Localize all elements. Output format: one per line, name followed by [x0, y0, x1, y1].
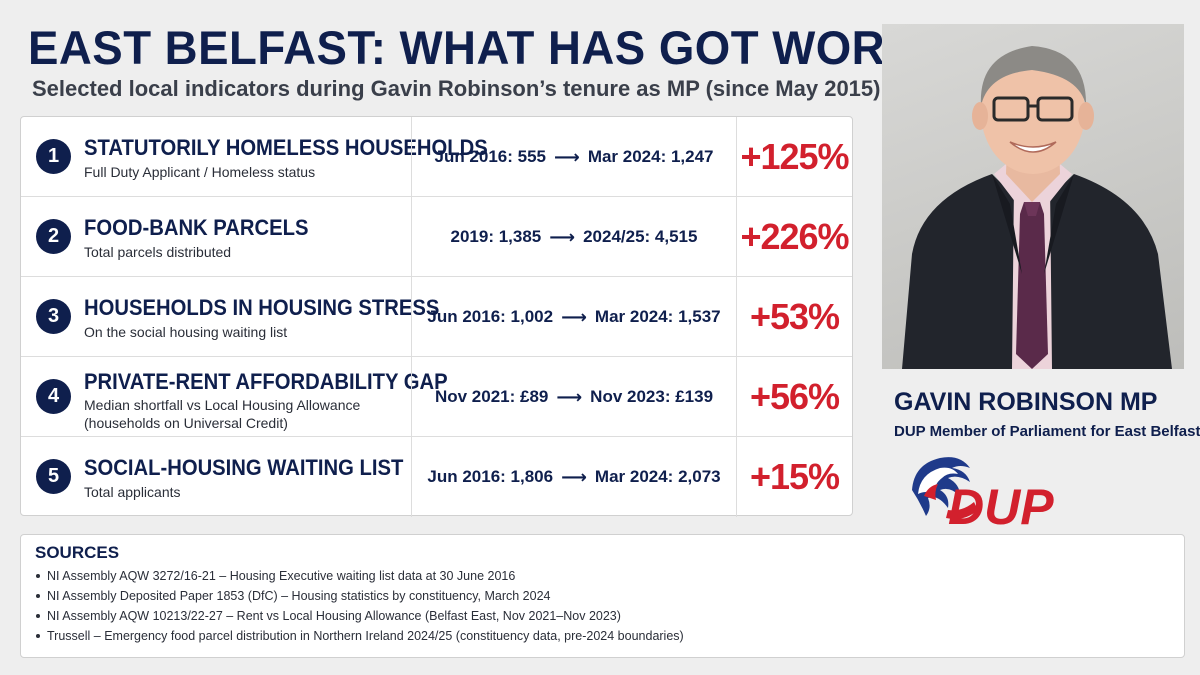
to-value: Mar 2024: 1,537: [594, 307, 721, 326]
indicator-subtitle: Full Duty Applicant / Homeless status: [84, 164, 316, 180]
indicator-subtitle: Median shortfall vs Local Housing Allowa…: [84, 396, 360, 432]
from-value: Jun 2016: 1,002: [427, 307, 554, 326]
mp-portrait-photo: [882, 24, 1184, 369]
indicator-number: 2: [36, 219, 71, 254]
column-divider: [736, 197, 737, 277]
column-divider: [411, 357, 412, 437]
percent-change: +15%: [749, 456, 840, 497]
from-value: Nov 2021: £89: [434, 387, 549, 406]
source-item: NI Assembly AQW 10213/22-27 – Rent vs Lo…: [35, 606, 1170, 626]
to-value: Mar 2024: 2,073: [594, 467, 721, 486]
column-divider: [736, 277, 737, 357]
percent-change: +53%: [749, 296, 840, 337]
indicator-change-values: Jun 2016: 1,002 ⟶ Mar 2024: 1,537: [412, 277, 736, 357]
portrait-illustration: [902, 46, 1172, 369]
right-arrow-icon: ⟶: [554, 146, 580, 167]
column-divider: [736, 357, 737, 437]
percent-change: +56%: [749, 376, 840, 417]
percent-change: +125%: [740, 136, 849, 177]
indicator-title: SOCIAL-HOUSING WAITING LIST: [84, 455, 404, 480]
indicator-title: STATUTORILY HOMELESS HOUSEHOLDS: [84, 135, 488, 160]
indicator-subtitle: Total applicants: [84, 484, 181, 500]
indicator-row: 1 STATUTORILY HOMELESS HOUSEHOLDS Full D…: [21, 117, 852, 197]
right-arrow-icon: ⟶: [549, 226, 576, 247]
indicator-change-values: 2019: 1,385 ⟶ 2024/25: 4,515: [412, 197, 736, 277]
to-value: Mar 2024: 1,247: [587, 147, 714, 166]
right-arrow-icon: ⟶: [561, 466, 587, 487]
indicator-subtitle: On the social housing waiting list: [84, 324, 288, 340]
right-arrow-icon: ⟶: [556, 386, 583, 407]
to-value: 2024/25: 4,515: [583, 227, 698, 246]
column-divider: [411, 437, 412, 517]
page-title: EAST BELFAST: WHAT HAS GOT WORSE?: [28, 21, 976, 74]
sources-title: SOURCES: [35, 543, 120, 562]
from-value: 2019: 1,385: [450, 227, 542, 246]
indicator-title: HOUSEHOLDS IN HOUSING STRESS: [84, 295, 440, 320]
indicator-row: 5 SOCIAL-HOUSING WAITING LIST Total appl…: [21, 437, 852, 517]
from-value: Jun 2016: 555: [434, 147, 546, 166]
indicator-row: 4 PRIVATE-RENT AFFORDABILITY GAP Median …: [21, 357, 852, 437]
percent-change: +226%: [740, 216, 849, 257]
mp-role: DUP Member of Parliament for East Belfas…: [894, 423, 1200, 440]
indicator-row: 3 HOUSEHOLDS IN HOUSING STRESS On the so…: [21, 277, 852, 357]
source-item: NI Assembly AQW 3272/16-21 – Housing Exe…: [35, 566, 1170, 586]
indicator-title: PRIVATE-RENT AFFORDABILITY GAP: [84, 369, 448, 394]
indicator-subtitle-line: Median shortfall vs Local Housing Allowa…: [84, 397, 361, 413]
indicator-subtitle: Total parcels distributed: [84, 244, 232, 260]
dup-logo: DUP: [912, 457, 1054, 532]
dup-logo-text: DUP: [948, 479, 1054, 532]
lion-icon: [912, 457, 978, 519]
right-arrow-icon: ⟶: [561, 306, 587, 327]
column-divider: [736, 437, 737, 517]
column-divider: [411, 277, 412, 357]
indicator-number: 3: [36, 299, 71, 334]
indicator-change-values: Nov 2021: £89 ⟶ Nov 2023: £139: [412, 357, 736, 437]
page-subtitle: Selected local indicators during Gavin R…: [32, 76, 881, 101]
indicator-title: FOOD-BANK PARCELS: [84, 215, 309, 240]
sources-list: NI Assembly AQW 3272/16-21 – Housing Exe…: [35, 566, 1170, 646]
from-value: Jun 2016: 1,806: [427, 467, 554, 486]
indicators-table: 1 STATUTORILY HOMELESS HOUSEHOLDS Full D…: [20, 116, 853, 517]
sources-panel: SOURCES NI Assembly AQW 3272/16-21 – Hou…: [20, 534, 1185, 658]
indicator-number: 5: [36, 459, 71, 494]
indicator-change-values: Jun 2016: 555 ⟶ Mar 2024: 1,247: [412, 117, 736, 197]
column-divider: [411, 117, 412, 197]
indicator-change-values: Jun 2016: 1,806 ⟶ Mar 2024: 2,073: [412, 437, 736, 517]
source-item: Trussell – Emergency food parcel distrib…: [35, 626, 1170, 646]
column-divider: [736, 117, 737, 197]
indicator-row: 2 FOOD-BANK PARCELS Total parcels distri…: [21, 197, 852, 277]
mp-name: GAVIN ROBINSON MP: [894, 388, 1158, 416]
indicator-number: 4: [36, 379, 71, 414]
indicator-subtitle-line: (households on Universal Credit): [84, 415, 288, 431]
column-divider: [411, 197, 412, 277]
source-item: NI Assembly Deposited Paper 1853 (DfC) –…: [35, 586, 1170, 606]
to-value: Nov 2023: £139: [590, 387, 714, 406]
indicator-number: 1: [36, 139, 71, 174]
